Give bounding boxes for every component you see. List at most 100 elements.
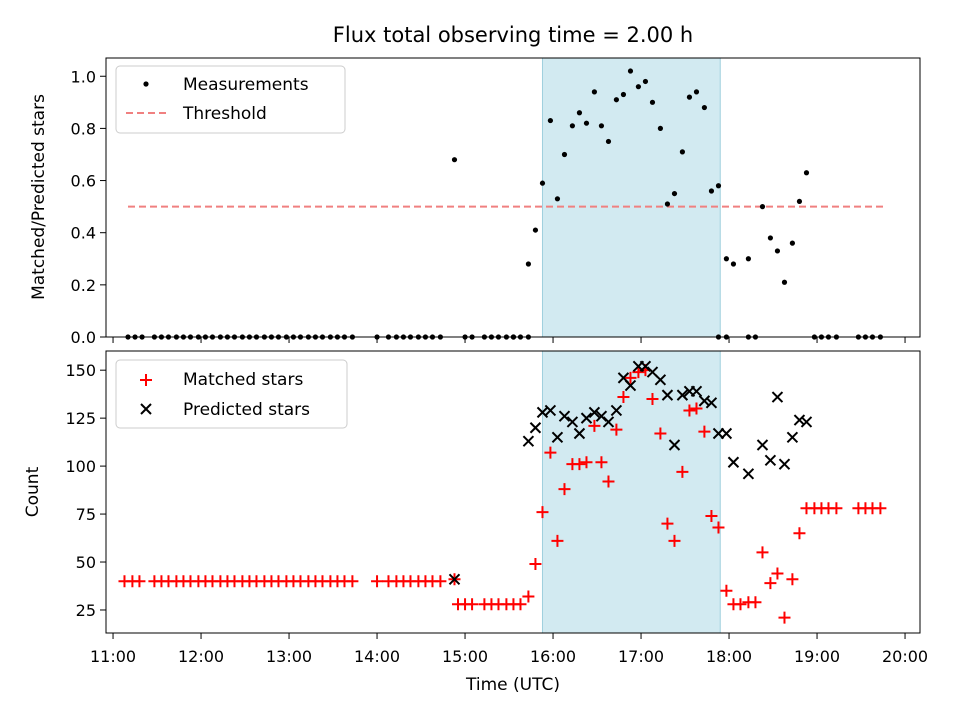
matched-star-point: [756, 546, 769, 559]
data-point: [591, 89, 598, 95]
predicted-star-point: [544, 404, 557, 417]
count-panel-frame: [105, 350, 921, 634]
predicted-star-point: [698, 395, 711, 407]
matched-star-point: [514, 598, 527, 611]
data-point: [664, 201, 671, 207]
data-point: [686, 94, 693, 100]
data-point: [539, 180, 546, 186]
matched-star-point: [698, 425, 711, 438]
x-axis-title: Time (UTC): [465, 675, 560, 695]
data-point: [759, 204, 766, 210]
data-point: [657, 125, 664, 132]
x-tick-label: 18:00: [706, 647, 752, 666]
predicted-star-point: [690, 385, 703, 397]
matched-star-point: [536, 506, 549, 519]
x-tick-label: 13:00: [266, 647, 312, 666]
matched-star-point: [522, 590, 535, 603]
predicted-star-point: [800, 416, 813, 428]
matched-star-point: [434, 575, 447, 588]
legend-marker-predicted: [140, 403, 152, 415]
data-point: [730, 261, 737, 267]
predicted-star-point: [742, 468, 755, 480]
data-point: [803, 170, 810, 176]
x-tick-label: 15:00: [442, 647, 488, 666]
matched-star-point: [668, 534, 681, 547]
y-tick-label: 125: [65, 409, 96, 428]
legend-marker-measurements: [143, 81, 149, 87]
x-tick-label: 16:00: [530, 647, 576, 666]
data-point: [649, 99, 656, 105]
y-tick-label: 0.8: [71, 119, 96, 138]
matched-star-point: [610, 423, 623, 436]
matched-star-point: [371, 575, 384, 588]
data-point: [708, 188, 715, 194]
data-point: [679, 149, 686, 155]
data-point: [635, 84, 642, 90]
legend-label-threshold: Threshold: [182, 104, 267, 124]
data-point: [642, 78, 649, 85]
data-point: [554, 196, 561, 202]
data-point: [774, 248, 781, 254]
legend-box: [115, 65, 346, 134]
predicted-star-point: [778, 458, 791, 470]
count-x-ticks: 11:00 12:00 13:00 14:00 15:00 16:00 17:00 18:00…: [90, 633, 928, 666]
ratio-panel: 0.0 0.2 0.4 0.6 0.8 1.0 Matched/Predicted sta…: [29, 57, 921, 347]
matched-star-point: [793, 527, 806, 540]
predicted-star-point: [558, 410, 571, 422]
matched-star-point: [771, 567, 784, 580]
predicted-star-point: [580, 412, 593, 424]
ratio-y-axis-title: Matched/Predicted stars: [29, 94, 49, 300]
matched-star-point: [133, 575, 146, 588]
matched-star-point: [654, 427, 667, 440]
matched-star-point: [690, 402, 703, 415]
matched-star-point: [588, 419, 601, 432]
predicted-star-point: [610, 404, 623, 417]
matched-star-point: [778, 611, 791, 624]
matched-star-point: [830, 502, 843, 515]
chart-title: Flux total observing time = 2.00 h: [333, 23, 693, 47]
x-tick-label: 14:00: [354, 647, 400, 666]
matched-star-point: [786, 573, 799, 586]
x-tick-label: 12:00: [178, 647, 224, 666]
y-tick-label: 75: [76, 505, 96, 524]
data-point: [451, 157, 458, 163]
matched-star-point: [683, 404, 696, 417]
predicted-star-point: [786, 431, 799, 444]
data-point: [781, 279, 788, 285]
matched-star-point: [529, 557, 542, 570]
predicted-star-point: [705, 397, 718, 409]
matched-star-point: [749, 596, 762, 609]
predicted-star-point: [573, 427, 586, 440]
predicted-star-point: [654, 374, 667, 386]
count-y-axis-title: Count: [23, 466, 43, 517]
legend-label-predicted: Predicted stars: [183, 400, 310, 420]
x-tick-label: 11:00: [90, 647, 136, 666]
matched-star-point: [712, 521, 725, 534]
count-marks: [118, 360, 887, 624]
matched-star-point: [602, 475, 615, 488]
predicted-star-point: [602, 416, 615, 428]
data-point: [569, 123, 576, 129]
matched-star-point: [573, 458, 586, 471]
predicted-star-point: [522, 435, 535, 447]
predicted-star-point: [661, 389, 674, 401]
matched-star-point: [734, 598, 747, 611]
data-point: [598, 123, 605, 129]
data-point: [693, 89, 700, 95]
ratio-x-ticks: [112, 337, 906, 343]
legend-label-measurements: Measurements: [183, 75, 309, 95]
matched-star-point: [874, 502, 887, 515]
y-tick-label: 0.2: [71, 276, 96, 295]
matched-star-point: [558, 483, 571, 496]
predicted-star-point: [771, 391, 784, 403]
legend-marker-matched: [140, 374, 152, 386]
y-tick-label: 1.0: [71, 67, 96, 86]
data-point: [576, 110, 583, 116]
data-point: [723, 256, 730, 262]
ratio-panel-frame: [105, 57, 921, 338]
data-point: [715, 183, 722, 189]
data-point: [796, 198, 803, 205]
data-point: [532, 227, 539, 233]
predicted-star-point: [727, 456, 740, 468]
predicted-star-point: [551, 431, 564, 444]
